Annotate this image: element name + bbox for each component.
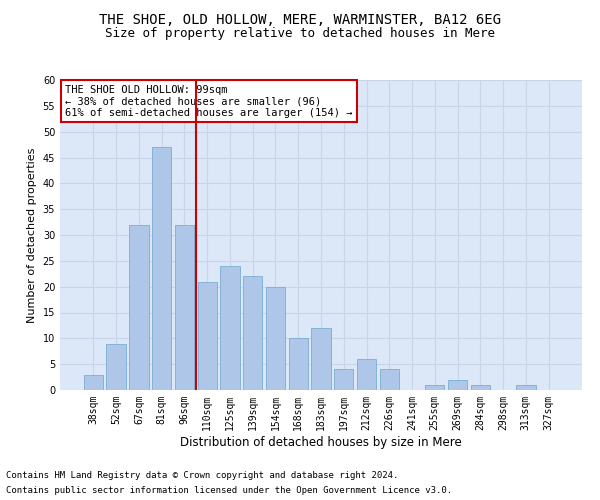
Bar	[289, 338, 308, 390]
Bar	[448, 380, 467, 390]
Bar	[266, 286, 285, 390]
Bar	[129, 224, 149, 390]
Bar	[84, 374, 103, 390]
Bar	[516, 385, 536, 390]
Bar	[357, 359, 376, 390]
Bar	[243, 276, 262, 390]
Bar	[106, 344, 126, 390]
Bar	[380, 370, 399, 390]
Text: Contains public sector information licensed under the Open Government Licence v3: Contains public sector information licen…	[6, 486, 452, 495]
Text: THE SHOE, OLD HOLLOW, MERE, WARMINSTER, BA12 6EG: THE SHOE, OLD HOLLOW, MERE, WARMINSTER, …	[99, 12, 501, 26]
Text: Size of property relative to detached houses in Mere: Size of property relative to detached ho…	[105, 28, 495, 40]
Bar	[470, 385, 490, 390]
Text: THE SHOE OLD HOLLOW: 99sqm
← 38% of detached houses are smaller (96)
61% of semi: THE SHOE OLD HOLLOW: 99sqm ← 38% of deta…	[65, 84, 353, 118]
Bar	[175, 224, 194, 390]
X-axis label: Distribution of detached houses by size in Mere: Distribution of detached houses by size …	[180, 436, 462, 448]
Bar	[311, 328, 331, 390]
Text: Contains HM Land Registry data © Crown copyright and database right 2024.: Contains HM Land Registry data © Crown c…	[6, 471, 398, 480]
Bar	[334, 370, 353, 390]
Y-axis label: Number of detached properties: Number of detached properties	[27, 148, 37, 322]
Bar	[197, 282, 217, 390]
Bar	[425, 385, 445, 390]
Bar	[220, 266, 239, 390]
Bar	[152, 147, 172, 390]
